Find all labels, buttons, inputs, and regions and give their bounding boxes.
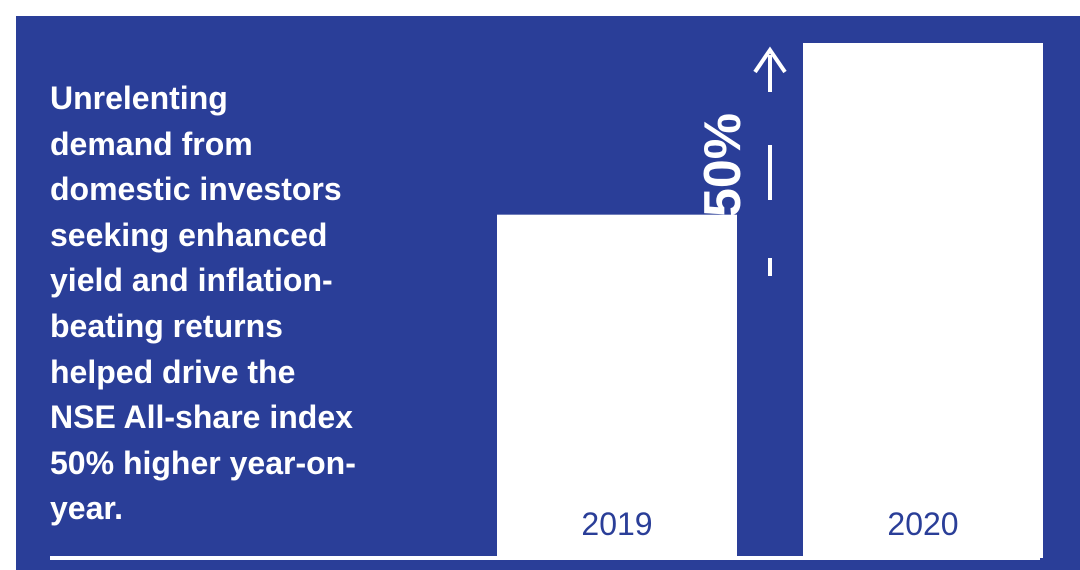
bar-2020 (803, 43, 1043, 558)
bar-2019 (497, 214, 737, 558)
x-tick-label: 2020 (887, 506, 958, 542)
growth-annotation: 50% (694, 46, 787, 276)
panel-description: Unrelenting demand from domestic investo… (50, 80, 356, 527)
arrow-up-icon (753, 46, 787, 92)
tick-labels-layer: 2019 2020 (581, 506, 958, 542)
percent-change-label: 50% (694, 113, 752, 217)
x-tick-label: 2019 (581, 506, 652, 542)
bars-layer (497, 43, 1043, 558)
